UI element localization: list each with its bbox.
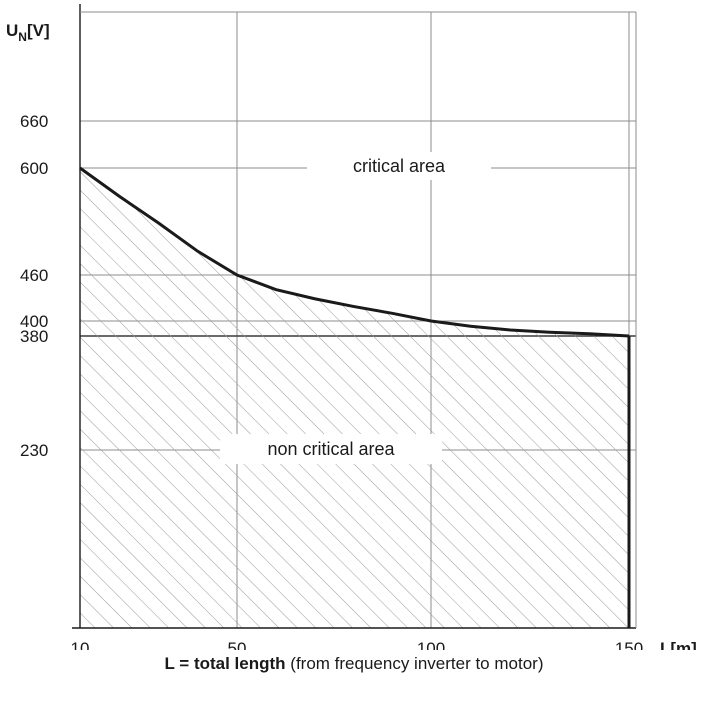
x-axis-title: L[m] (660, 639, 697, 650)
y-axis-title: UN[V] (6, 21, 50, 44)
y-tick-label: 600 (20, 159, 48, 178)
non-critical-area-label: non critical area (267, 439, 395, 459)
x-tick-label: 100 (417, 639, 445, 650)
limit-curve (79, 166, 630, 338)
y-tick-label: 380 (20, 327, 48, 346)
x-tick-label: 50 (228, 639, 247, 650)
y-tick-label: 660 (20, 112, 48, 131)
chart-caption: L = total length (from frequency inverte… (0, 654, 708, 674)
caption-rest: (from frequency inverter to motor) (285, 654, 544, 673)
y-tick-label: 400 (20, 312, 48, 331)
non-critical-area-label-bg (220, 434, 442, 464)
plot-frame (72, 4, 637, 629)
x-tick-label: 150 (615, 639, 643, 650)
y-axis-title-unit: [V] (27, 21, 50, 40)
caption-bold: L = total length (164, 654, 286, 673)
critical-area-label: critical area (353, 156, 446, 176)
y-tick-label: 460 (20, 266, 48, 285)
y-axis-title-main: U (6, 21, 18, 40)
y-tick-label: 230 (20, 441, 48, 460)
non-critical-hatched-area (80, 168, 629, 628)
y-axis-title-subscript: N (18, 30, 27, 44)
x-tick-label: 10 (71, 639, 90, 650)
critical-area-label-bg (307, 152, 491, 180)
